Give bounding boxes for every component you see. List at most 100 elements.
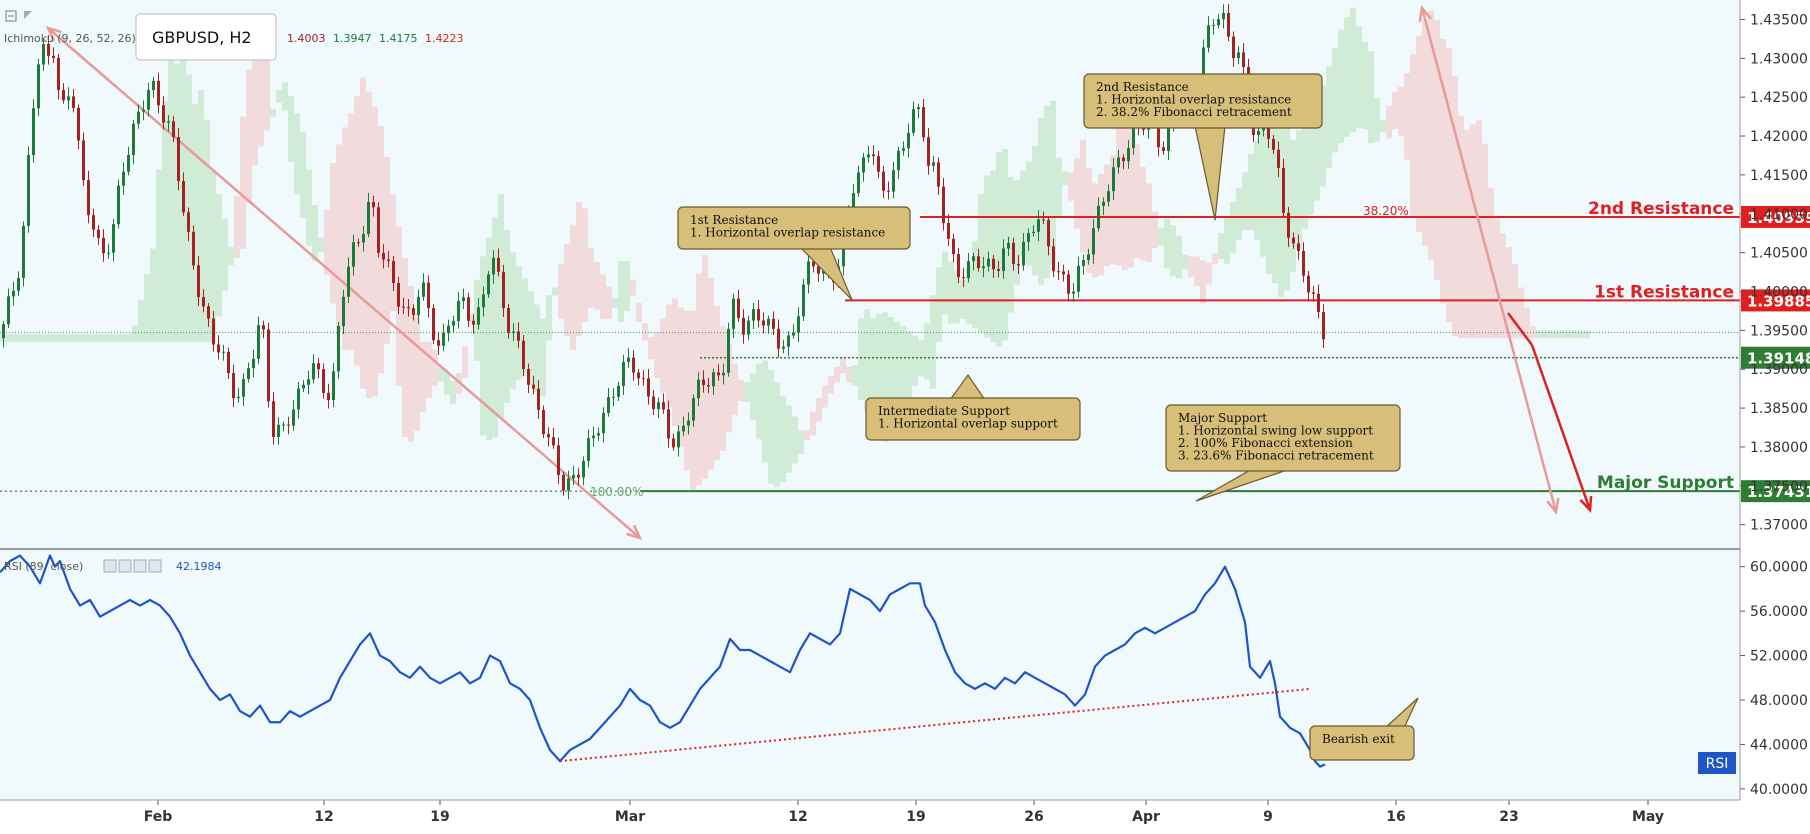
- cloud-segment: [1320, 85, 1326, 187]
- cloud-segment: [1278, 118, 1284, 298]
- cloud-segment: [1086, 167, 1092, 273]
- cloud-segment: [78, 334, 84, 343]
- candle-body: [1167, 126, 1170, 151]
- cloud-segment: [312, 205, 318, 262]
- rsi-eye-icon[interactable]: [118, 559, 132, 573]
- cloud-segment: [1032, 146, 1038, 276]
- cloud-segment: [1002, 149, 1008, 341]
- candle-body: [157, 80, 160, 106]
- candle-body: [872, 154, 875, 157]
- candle-body: [182, 181, 185, 213]
- major-support-badge: [1741, 480, 1810, 503]
- rsi-trendline: [559, 687, 1311, 763]
- arrow-icon[interactable]: [24, 11, 32, 19]
- rsi-close-icon[interactable]: [148, 559, 162, 573]
- candle-body: [1057, 271, 1060, 273]
- candle-body: [67, 96, 70, 101]
- cloud-segment: [1560, 330, 1566, 339]
- candle-body: [1032, 231, 1035, 234]
- cloud-segment: [1296, 130, 1302, 249]
- cloud-segment: [624, 261, 630, 312]
- candle-body: [522, 340, 525, 370]
- candle-body: [737, 298, 740, 318]
- candle-body: [692, 398, 695, 421]
- cloud-segment: [762, 360, 768, 463]
- cloud-segment: [66, 334, 72, 343]
- ohlc-low: 1.3947: [333, 32, 372, 45]
- candle-body: [1067, 274, 1070, 294]
- cloud-segment: [864, 309, 870, 411]
- cloud-segment: [888, 317, 894, 437]
- cloud-segment: [978, 194, 984, 333]
- candle-body: [377, 207, 380, 253]
- indicator-label[interactable]: Ichimoku (9, 26, 52, 26): [4, 32, 136, 45]
- first-resistance-callout-line: 1. Horizontal overlap resistance: [690, 226, 885, 240]
- candle-body: [1107, 191, 1110, 202]
- cloud-segment: [150, 248, 156, 343]
- candle-body: [1217, 19, 1220, 26]
- candle-body: [412, 308, 415, 315]
- cloud-segment: [972, 240, 978, 329]
- candle-body: [1097, 205, 1100, 229]
- candle-body: [247, 368, 250, 379]
- candle-body: [392, 261, 395, 283]
- rsi-plus-icon[interactable]: [133, 559, 147, 573]
- candle-body: [962, 277, 965, 279]
- cloud-segment: [1152, 211, 1158, 249]
- candle-body: [252, 358, 255, 369]
- cloud-segment: [1536, 330, 1542, 339]
- candle-body: [607, 397, 610, 413]
- cloud-segment: [588, 247, 594, 308]
- cloud-segment: [552, 287, 558, 296]
- cloud-segment: [228, 247, 234, 266]
- candle-body: [277, 424, 280, 437]
- collapse-icon[interactable]: [5, 10, 17, 22]
- time-axis-background: [0, 800, 1740, 830]
- candle-body: [512, 331, 515, 333]
- forecast-arrow: [1530, 344, 1592, 511]
- cloud-segment: [744, 382, 750, 402]
- cloud-segment: [684, 310, 690, 471]
- time-tick-label: Mar: [615, 809, 645, 825]
- rsi-settings-icon[interactable]: [103, 559, 117, 573]
- cloud-segment: [618, 261, 624, 322]
- candle-body: [1087, 254, 1090, 261]
- cloud-segment: [90, 334, 96, 343]
- header-controls: Ichimoku (9, 26, 52, 26) GBPUSD, H2 1.40…: [4, 10, 464, 61]
- cloud-segment: [366, 91, 372, 399]
- candle-body: [652, 396, 655, 410]
- candles: [2, 4, 1325, 500]
- cloud-segment: [216, 194, 222, 317]
- cloud-segment: [798, 430, 804, 455]
- candle-body: [1257, 130, 1260, 135]
- cloud-segment: [1314, 90, 1320, 201]
- price-tick-label: 1.38000: [1750, 440, 1808, 456]
- candle-body: [672, 438, 675, 448]
- candle-body: [1042, 219, 1045, 221]
- cloud-segment: [1416, 35, 1422, 232]
- candle-body: [52, 55, 55, 59]
- price-tick-label: 1.37500: [1750, 479, 1808, 495]
- cloud-segment: [1014, 180, 1020, 285]
- first-resistance-callout-line: 1st Resistance: [690, 213, 778, 227]
- cloud-segment: [1230, 201, 1236, 253]
- symbol-box[interactable]: [135, 13, 277, 61]
- rsi-label[interactable]: RSI (89, close): [4, 560, 83, 573]
- bearish-exit-callout[interactable]: Bearish exit: [1309, 697, 1419, 761]
- cloud-segment: [336, 144, 342, 332]
- candle-body: [342, 296, 345, 327]
- cloud-segment: [906, 331, 912, 399]
- price-tick-label: 1.38500: [1750, 401, 1808, 417]
- cloud-segment: [600, 274, 606, 319]
- cloud-segment: [882, 312, 888, 442]
- cloud-segment: [192, 104, 198, 343]
- cloud-segment: [288, 96, 294, 162]
- cloud-segment: [1572, 330, 1578, 339]
- rsi-line[interactable]: [0, 554, 1326, 768]
- cloud-segment: [1470, 124, 1476, 339]
